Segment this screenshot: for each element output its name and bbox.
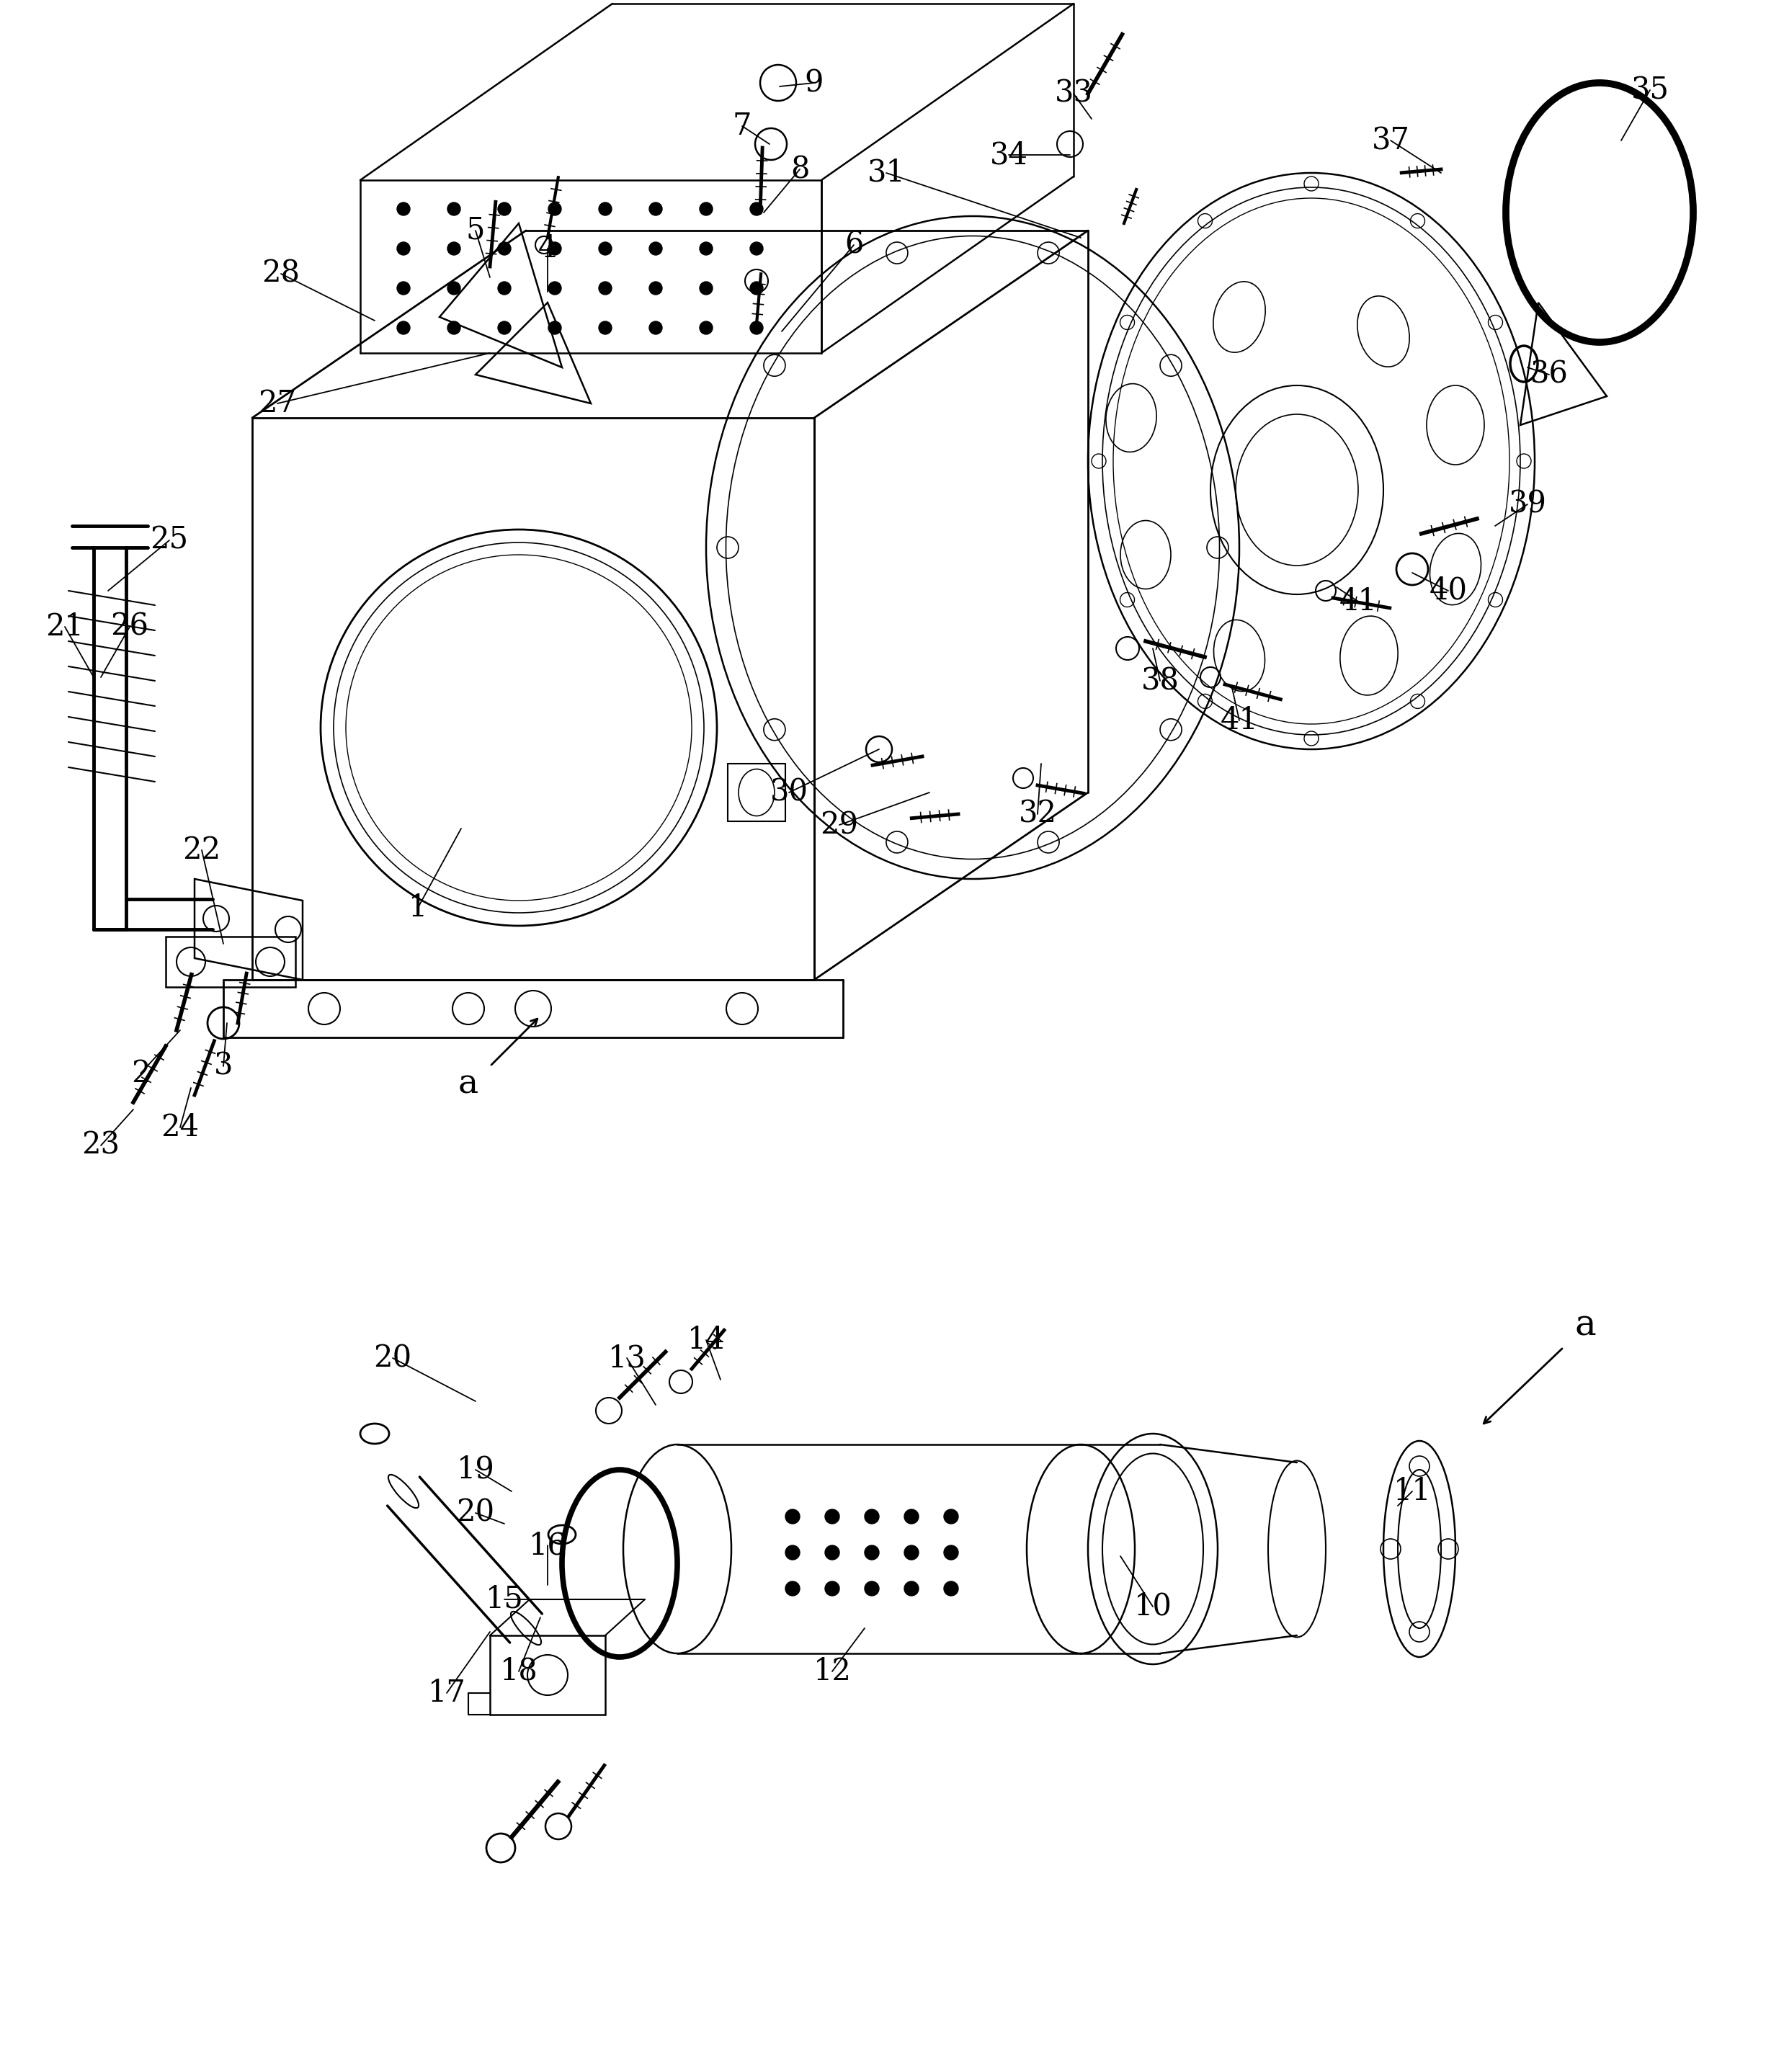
- Circle shape: [398, 203, 410, 215]
- Text: 39: 39: [1509, 489, 1547, 520]
- Text: 40: 40: [1429, 576, 1466, 605]
- Circle shape: [448, 242, 460, 255]
- Circle shape: [649, 282, 662, 294]
- Text: 20: 20: [373, 1343, 412, 1374]
- Text: 10: 10: [1135, 1591, 1172, 1622]
- Text: 3: 3: [214, 1051, 234, 1082]
- Text: 17: 17: [428, 1678, 466, 1707]
- Text: 41: 41: [1220, 704, 1258, 736]
- Circle shape: [548, 282, 562, 294]
- Text: 37: 37: [1372, 126, 1409, 155]
- Text: 30: 30: [771, 777, 808, 808]
- Circle shape: [824, 1581, 840, 1595]
- Text: 7: 7: [733, 112, 751, 141]
- Text: 23: 23: [82, 1131, 120, 1160]
- Circle shape: [498, 242, 510, 255]
- Circle shape: [865, 1508, 880, 1523]
- Circle shape: [649, 203, 662, 215]
- Text: 5: 5: [466, 215, 485, 247]
- Circle shape: [398, 242, 410, 255]
- Circle shape: [749, 242, 764, 255]
- Circle shape: [904, 1508, 919, 1523]
- Circle shape: [448, 282, 460, 294]
- Text: 36: 36: [1531, 361, 1568, 390]
- Circle shape: [904, 1546, 919, 1560]
- Text: a: a: [458, 1067, 478, 1100]
- Text: 16: 16: [528, 1531, 567, 1560]
- Text: 2: 2: [130, 1059, 150, 1088]
- Circle shape: [548, 203, 562, 215]
- Text: 21: 21: [46, 611, 84, 642]
- Text: 26: 26: [111, 611, 148, 642]
- Text: 27: 27: [259, 387, 296, 419]
- Text: 20: 20: [457, 1498, 494, 1527]
- Text: 25: 25: [150, 524, 189, 555]
- Circle shape: [599, 242, 612, 255]
- Text: 15: 15: [485, 1585, 523, 1614]
- Circle shape: [448, 203, 460, 215]
- Circle shape: [699, 242, 712, 255]
- Text: 29: 29: [821, 810, 858, 839]
- Circle shape: [649, 321, 662, 334]
- Circle shape: [448, 321, 460, 334]
- Circle shape: [548, 242, 562, 255]
- Text: 1: 1: [409, 893, 428, 922]
- Text: 4: 4: [539, 234, 557, 263]
- Text: 19: 19: [457, 1455, 494, 1486]
- Circle shape: [944, 1581, 958, 1595]
- Circle shape: [749, 321, 764, 334]
- Circle shape: [865, 1581, 880, 1595]
- Text: 24: 24: [161, 1113, 200, 1142]
- Circle shape: [398, 321, 410, 334]
- Text: 13: 13: [608, 1343, 646, 1374]
- Circle shape: [865, 1546, 880, 1560]
- Circle shape: [749, 282, 764, 294]
- Text: 14: 14: [687, 1324, 724, 1355]
- Circle shape: [944, 1508, 958, 1523]
- Circle shape: [699, 282, 712, 294]
- Text: 12: 12: [814, 1656, 851, 1687]
- Circle shape: [904, 1581, 919, 1595]
- Circle shape: [398, 282, 410, 294]
- Circle shape: [498, 321, 510, 334]
- Circle shape: [599, 321, 612, 334]
- Circle shape: [944, 1546, 958, 1560]
- Text: 18: 18: [500, 1656, 537, 1687]
- Circle shape: [599, 282, 612, 294]
- Circle shape: [498, 282, 510, 294]
- Text: a: a: [1575, 1307, 1597, 1343]
- Circle shape: [699, 203, 712, 215]
- Text: 41: 41: [1340, 586, 1377, 617]
- Text: 9: 9: [805, 68, 824, 97]
- Text: 6: 6: [844, 230, 863, 261]
- Text: 32: 32: [1019, 800, 1056, 829]
- Circle shape: [548, 321, 562, 334]
- Circle shape: [824, 1508, 840, 1523]
- Text: 35: 35: [1631, 75, 1670, 106]
- Text: 28: 28: [262, 259, 300, 288]
- Circle shape: [824, 1546, 840, 1560]
- Circle shape: [599, 203, 612, 215]
- Circle shape: [749, 203, 764, 215]
- Text: 34: 34: [990, 139, 1028, 170]
- Text: 33: 33: [1054, 79, 1092, 110]
- Text: 11: 11: [1393, 1475, 1431, 1506]
- Text: 31: 31: [867, 157, 904, 189]
- Circle shape: [699, 321, 712, 334]
- Circle shape: [649, 242, 662, 255]
- Circle shape: [498, 203, 510, 215]
- Circle shape: [785, 1508, 799, 1523]
- Text: 8: 8: [790, 153, 810, 184]
- Text: 22: 22: [182, 835, 221, 866]
- Circle shape: [785, 1546, 799, 1560]
- Circle shape: [785, 1581, 799, 1595]
- Text: 38: 38: [1142, 665, 1179, 696]
